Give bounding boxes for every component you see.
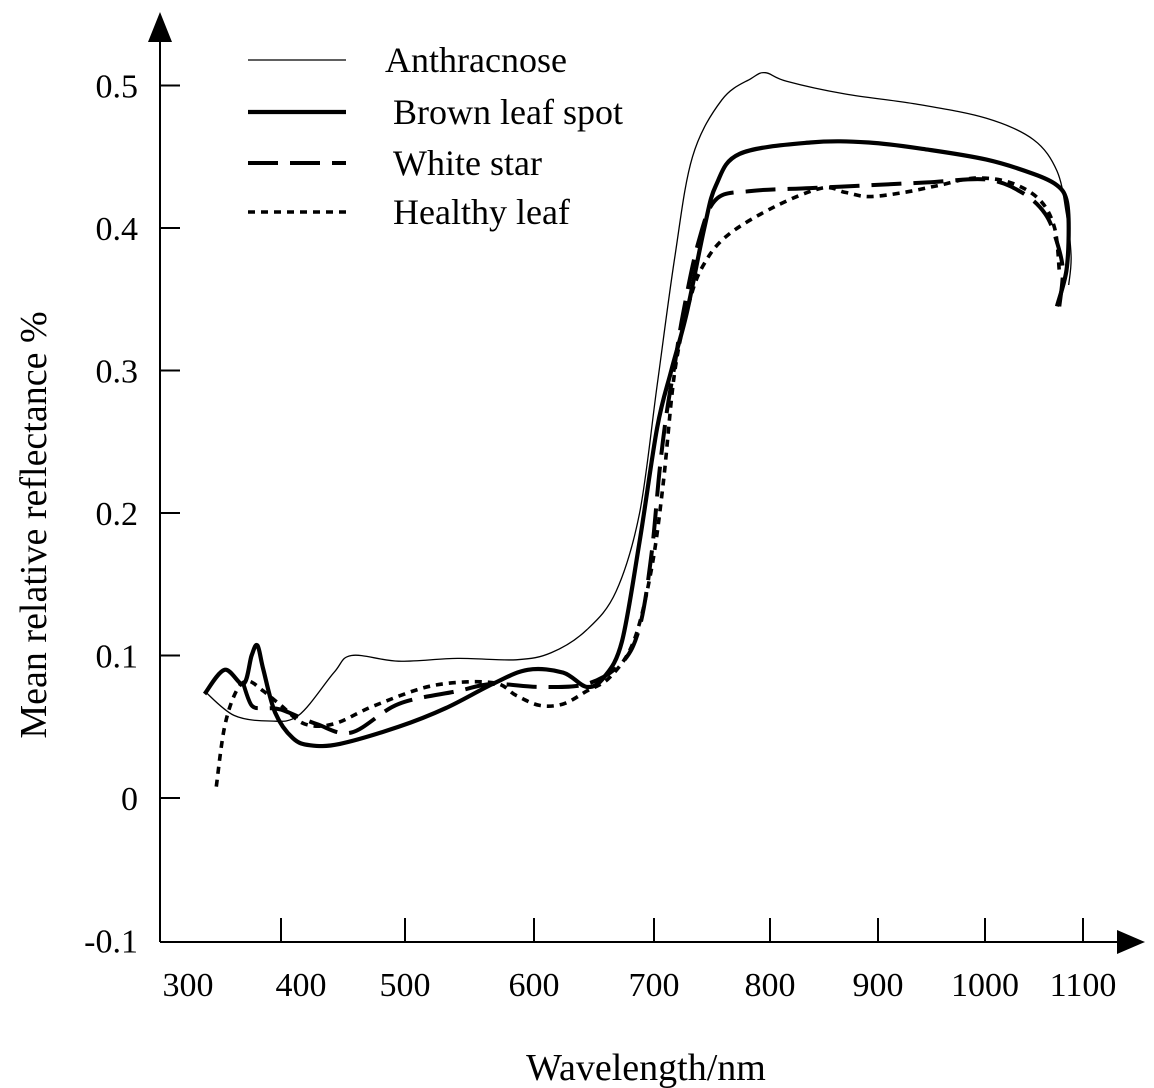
legend-label: Brown leaf spot bbox=[393, 92, 623, 132]
legend-label: Healthy leaf bbox=[393, 192, 570, 232]
x-axis-arrow bbox=[1117, 930, 1145, 954]
y-tick-label: 0.1 bbox=[96, 639, 139, 676]
legend-label: White star bbox=[393, 143, 542, 183]
y-tick-label: 0.2 bbox=[96, 496, 139, 533]
x-tick-label: 300 bbox=[163, 967, 214, 1004]
legend: Anthracnose Brown leaf spot White star Heal… bbox=[248, 40, 623, 232]
series-line-healthy-leaf bbox=[214, 176, 1062, 787]
x-tick-label: 700 bbox=[629, 967, 680, 1004]
series-layer bbox=[202, 71, 1072, 787]
series-line-anthracnose bbox=[204, 71, 1072, 722]
y-tick-label: 0.5 bbox=[96, 69, 139, 106]
y-axis-arrow bbox=[148, 12, 172, 42]
axes bbox=[148, 12, 1145, 954]
series-line-brown-leaf-spot bbox=[202, 139, 1071, 749]
series-line-white-star bbox=[241, 177, 1065, 736]
y-tick-label: 0.3 bbox=[96, 354, 139, 391]
y-axis-title: Mean relative reflectance % bbox=[13, 311, 55, 738]
ticks: 300 400 500 600 700 800 900 1000 1100 -0.1 0 0.1 0.2… bbox=[84, 69, 1116, 1005]
x-tick-label: 500 bbox=[380, 967, 431, 1004]
y-tick-label: 0.4 bbox=[96, 211, 139, 248]
x-tick-label: 600 bbox=[509, 967, 560, 1004]
x-tick-label: 1000 bbox=[951, 967, 1019, 1004]
y-tick-label: -0.1 bbox=[84, 924, 138, 961]
x-tick-label: 1100 bbox=[1050, 967, 1117, 1004]
x-tick-label: 800 bbox=[745, 967, 796, 1004]
x-tick-label: 400 bbox=[276, 967, 327, 1004]
legend-label: Anthracnose bbox=[385, 40, 567, 80]
x-axis-title: Wavelength/nm bbox=[526, 1047, 766, 1088]
y-tick-label: 0 bbox=[121, 781, 138, 818]
x-tick-label: 900 bbox=[853, 967, 904, 1004]
